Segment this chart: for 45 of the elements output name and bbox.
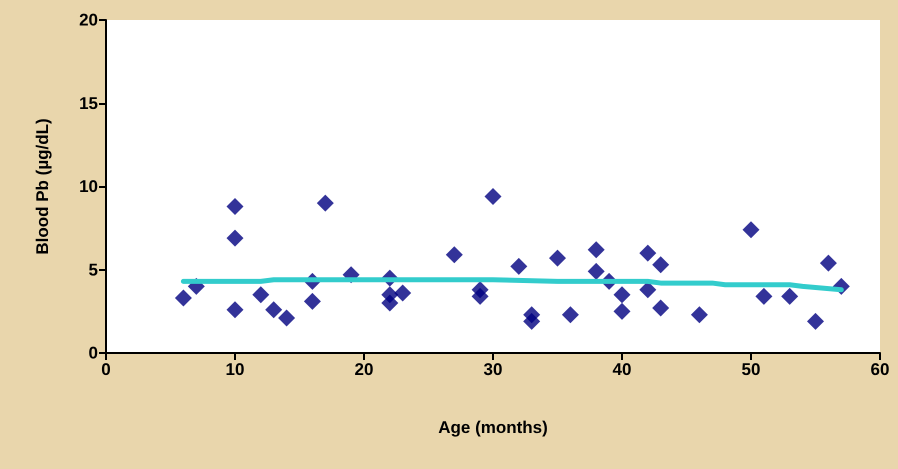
point xyxy=(639,244,656,262)
point xyxy=(304,292,321,310)
point xyxy=(472,288,489,305)
point xyxy=(562,306,579,324)
point xyxy=(820,254,837,272)
x-tick-label: 30 xyxy=(484,360,502,379)
point xyxy=(394,284,412,302)
point xyxy=(755,288,772,305)
x-axis-title: Age (months) xyxy=(438,418,548,437)
point xyxy=(523,312,540,330)
y-tick-label: 15 xyxy=(79,94,98,113)
y-tick-label: 0 xyxy=(88,344,98,362)
point xyxy=(807,312,824,330)
point xyxy=(265,301,282,318)
point xyxy=(781,288,798,305)
point xyxy=(316,194,334,212)
point xyxy=(614,302,630,320)
x-tick-label: 20 xyxy=(354,360,374,379)
point xyxy=(174,290,192,307)
point xyxy=(226,198,244,215)
y-tick-label: 10 xyxy=(79,177,98,196)
x-tick-label: 0 xyxy=(101,360,111,379)
point xyxy=(510,258,528,275)
point xyxy=(226,230,244,247)
point xyxy=(690,306,708,324)
point xyxy=(549,250,566,267)
y-axis-title: Blood Pb (µg/dL) xyxy=(33,118,52,255)
x-tick-label: 60 xyxy=(870,360,890,379)
point xyxy=(381,294,398,312)
x-tick-label: 10 xyxy=(226,360,244,379)
point xyxy=(652,256,670,274)
point xyxy=(588,262,605,280)
point xyxy=(446,246,463,264)
point xyxy=(652,300,670,317)
point xyxy=(742,221,760,238)
point xyxy=(614,286,630,304)
y-tick-label: 5 xyxy=(88,260,98,280)
x-tick-label: 50 xyxy=(742,360,760,379)
point xyxy=(252,286,270,304)
x-tick-label: 40 xyxy=(612,360,632,379)
point xyxy=(226,301,244,318)
point xyxy=(484,188,502,205)
point xyxy=(588,241,605,258)
point xyxy=(278,310,296,327)
y-tick-label: 20 xyxy=(79,10,98,30)
